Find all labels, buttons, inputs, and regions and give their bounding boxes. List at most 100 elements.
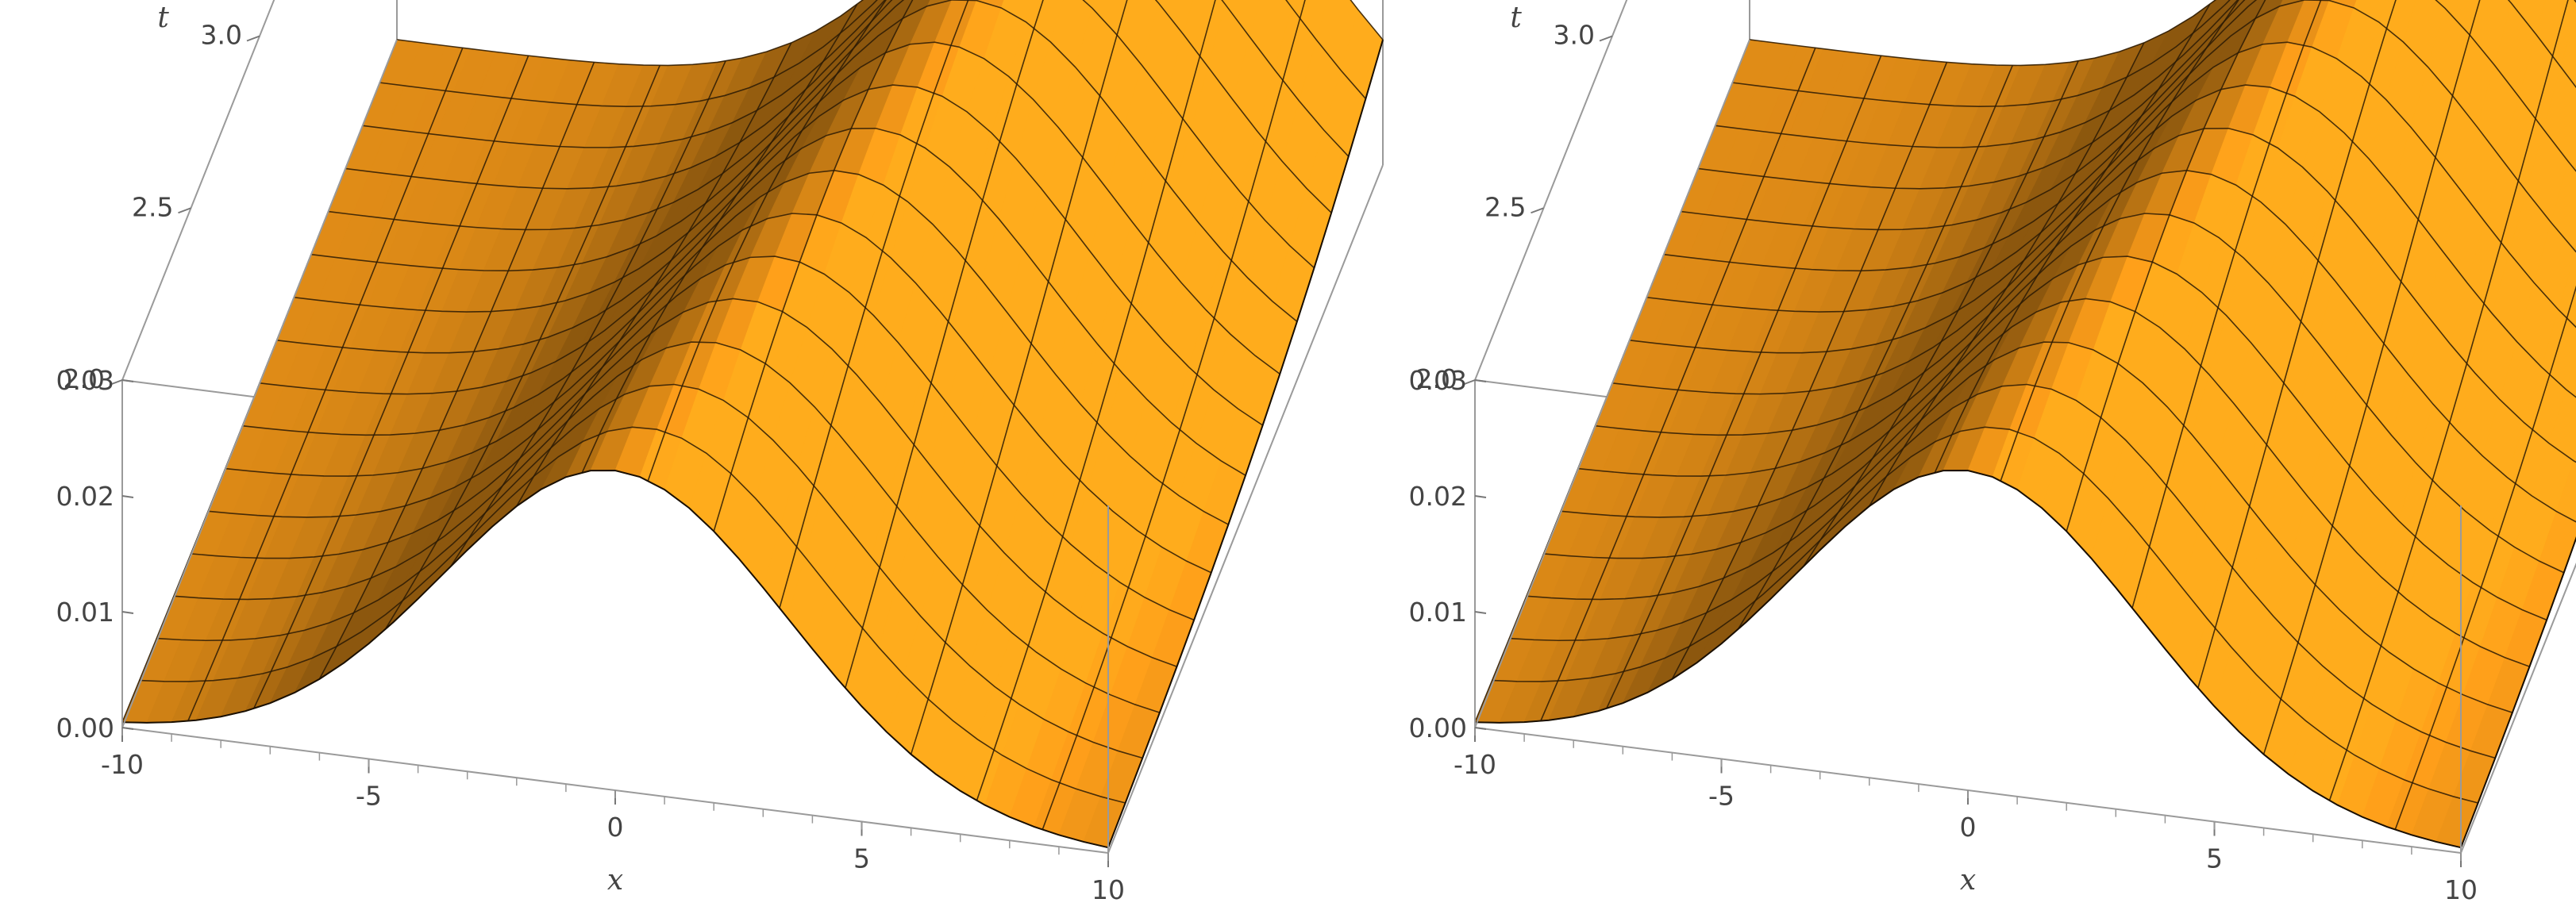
mesh-line-t: [1595, 169, 2576, 523]
mesh-line-x: [318, 62, 595, 680]
mesh-line-x: [516, 42, 792, 507]
t-tick: [1461, 379, 1476, 386]
x-tick-label: 10: [1092, 874, 1125, 905]
surface-edge-front: [121, 470, 1109, 849]
t-tick-label: 3.0: [201, 20, 242, 51]
mesh-line-t: [139, 426, 1126, 804]
mesh-line-t: [242, 169, 1229, 525]
mesh-line-t: [1543, 298, 2530, 667]
mesh-line-x: [2066, 0, 2266, 532]
mesh-line-t: [1611, 127, 2576, 463]
z-tick-label: 0.01: [56, 597, 114, 628]
mesh-line-x: [581, 4, 858, 473]
z-tick-label: 0.03: [56, 365, 114, 396]
surface-patch: [2560, 10, 2576, 88]
x-axis-label: x: [1960, 864, 1976, 897]
mesh-line-x: [1605, 55, 1882, 709]
mesh-line-t: [396, 0, 1384, 67]
x-tick-label: 5: [853, 843, 870, 874]
mesh-line-t: [173, 341, 1161, 713]
surface-patch: [2573, 452, 2576, 463]
mesh-line-x: [910, 0, 1128, 755]
mesh-line-x: [1042, 0, 1306, 830]
mesh-line-x: [647, 0, 887, 481]
surface: [121, 0, 1384, 848]
z-tick-label: 0.00: [1409, 713, 1467, 743]
t-tick: [1599, 35, 1613, 42]
mesh-line-t: [1663, 0, 2576, 272]
mesh-line-t: [1629, 84, 2576, 398]
mesh-line-x: [976, 0, 1216, 801]
mesh-line-t: [328, 0, 1315, 269]
x-tick-label: 10: [2444, 874, 2478, 905]
mesh-line-x: [2262, 0, 2481, 755]
surface-patch: [2566, 356, 2576, 398]
mesh-line-t: [1526, 341, 2513, 713]
surface: [1474, 0, 2576, 848]
mesh-line-t: [156, 383, 1143, 759]
z-tick: [121, 611, 134, 614]
mesh-line-t: [310, 0, 1298, 322]
t-tick-label: 2.5: [1484, 191, 1526, 222]
t-tick: [109, 379, 123, 386]
mesh-line-x: [779, 0, 969, 609]
mesh-line-x: [1803, 60, 2079, 567]
box-edge-front: [1107, 164, 1384, 854]
mesh-line-x: [2000, 0, 2239, 481]
t-tick: [178, 207, 191, 214]
surface-patch: [2567, 133, 2576, 172]
mesh-line-t: [208, 255, 1195, 621]
box-edge-front: [121, 39, 398, 728]
z-tick: [121, 727, 134, 730]
mesh-line-t: [1646, 41, 2576, 328]
mesh-line-x: [187, 48, 464, 722]
mesh-line-t: [1749, 0, 2217, 67]
mesh-line-t: [1715, 0, 2576, 148]
x-tick-label: -10: [101, 749, 144, 780]
mesh-line-t: [191, 298, 1177, 667]
mesh-line-t: [276, 84, 1264, 426]
surface-edge-right: [2460, 536, 2576, 848]
z-tick-label: 0.02: [1409, 481, 1467, 512]
x-tick-label: -5: [1708, 781, 1735, 812]
z-tick-label: 0.01: [1409, 597, 1467, 628]
mesh-line-x: [1869, 42, 2145, 507]
mesh-line-t: [1492, 426, 2478, 804]
mesh-line-t: [1577, 213, 2565, 574]
z-tick: [121, 379, 134, 382]
t-tick: [1531, 207, 1544, 214]
mesh-line-t: [225, 213, 1212, 574]
mesh-line-t: [1561, 255, 2547, 621]
mesh-line-t: [294, 41, 1280, 375]
t-tick: [246, 35, 260, 42]
x-tick-label: 5: [2206, 843, 2223, 874]
mesh-line-x: [713, 0, 914, 532]
x-tick-label: 0: [607, 812, 624, 843]
surface-edge-front: [1474, 470, 2462, 849]
box-edge-front: [2460, 562, 2576, 854]
x-tick-label: -10: [1454, 749, 1496, 780]
surface-edge-right: [1107, 39, 1384, 848]
z-tick: [1474, 727, 1487, 730]
box-edge-front: [1474, 39, 1750, 728]
mesh-line-t: [1732, 0, 2231, 108]
mesh-line-x: [2328, 0, 2569, 801]
mesh-line-t: [1509, 383, 2496, 759]
t-tick-label: 2.0: [64, 363, 105, 394]
mesh-line-x: [2197, 0, 2397, 689]
mesh-line-x: [1540, 48, 1816, 722]
t-axis-label: t: [157, 2, 169, 34]
t-tick-label: 2.5: [132, 191, 173, 222]
x-axis-label: x: [607, 864, 623, 897]
mesh-line-x: [1671, 62, 1948, 680]
mesh-line-t: [259, 127, 1246, 476]
mesh-line-x: [2394, 285, 2576, 830]
surface-plot-right: -10-505102.02.53.03.54.00.000.010.020.03…: [1409, 0, 2576, 905]
mesh-line-t: [379, 0, 1366, 108]
mesh-line-x: [845, 0, 1044, 689]
mesh-line-x: [2131, 0, 2322, 609]
z-tick-label: 0.02: [56, 481, 114, 512]
z-tick-label: 0.03: [1409, 365, 1467, 396]
z-tick: [1474, 495, 1487, 498]
